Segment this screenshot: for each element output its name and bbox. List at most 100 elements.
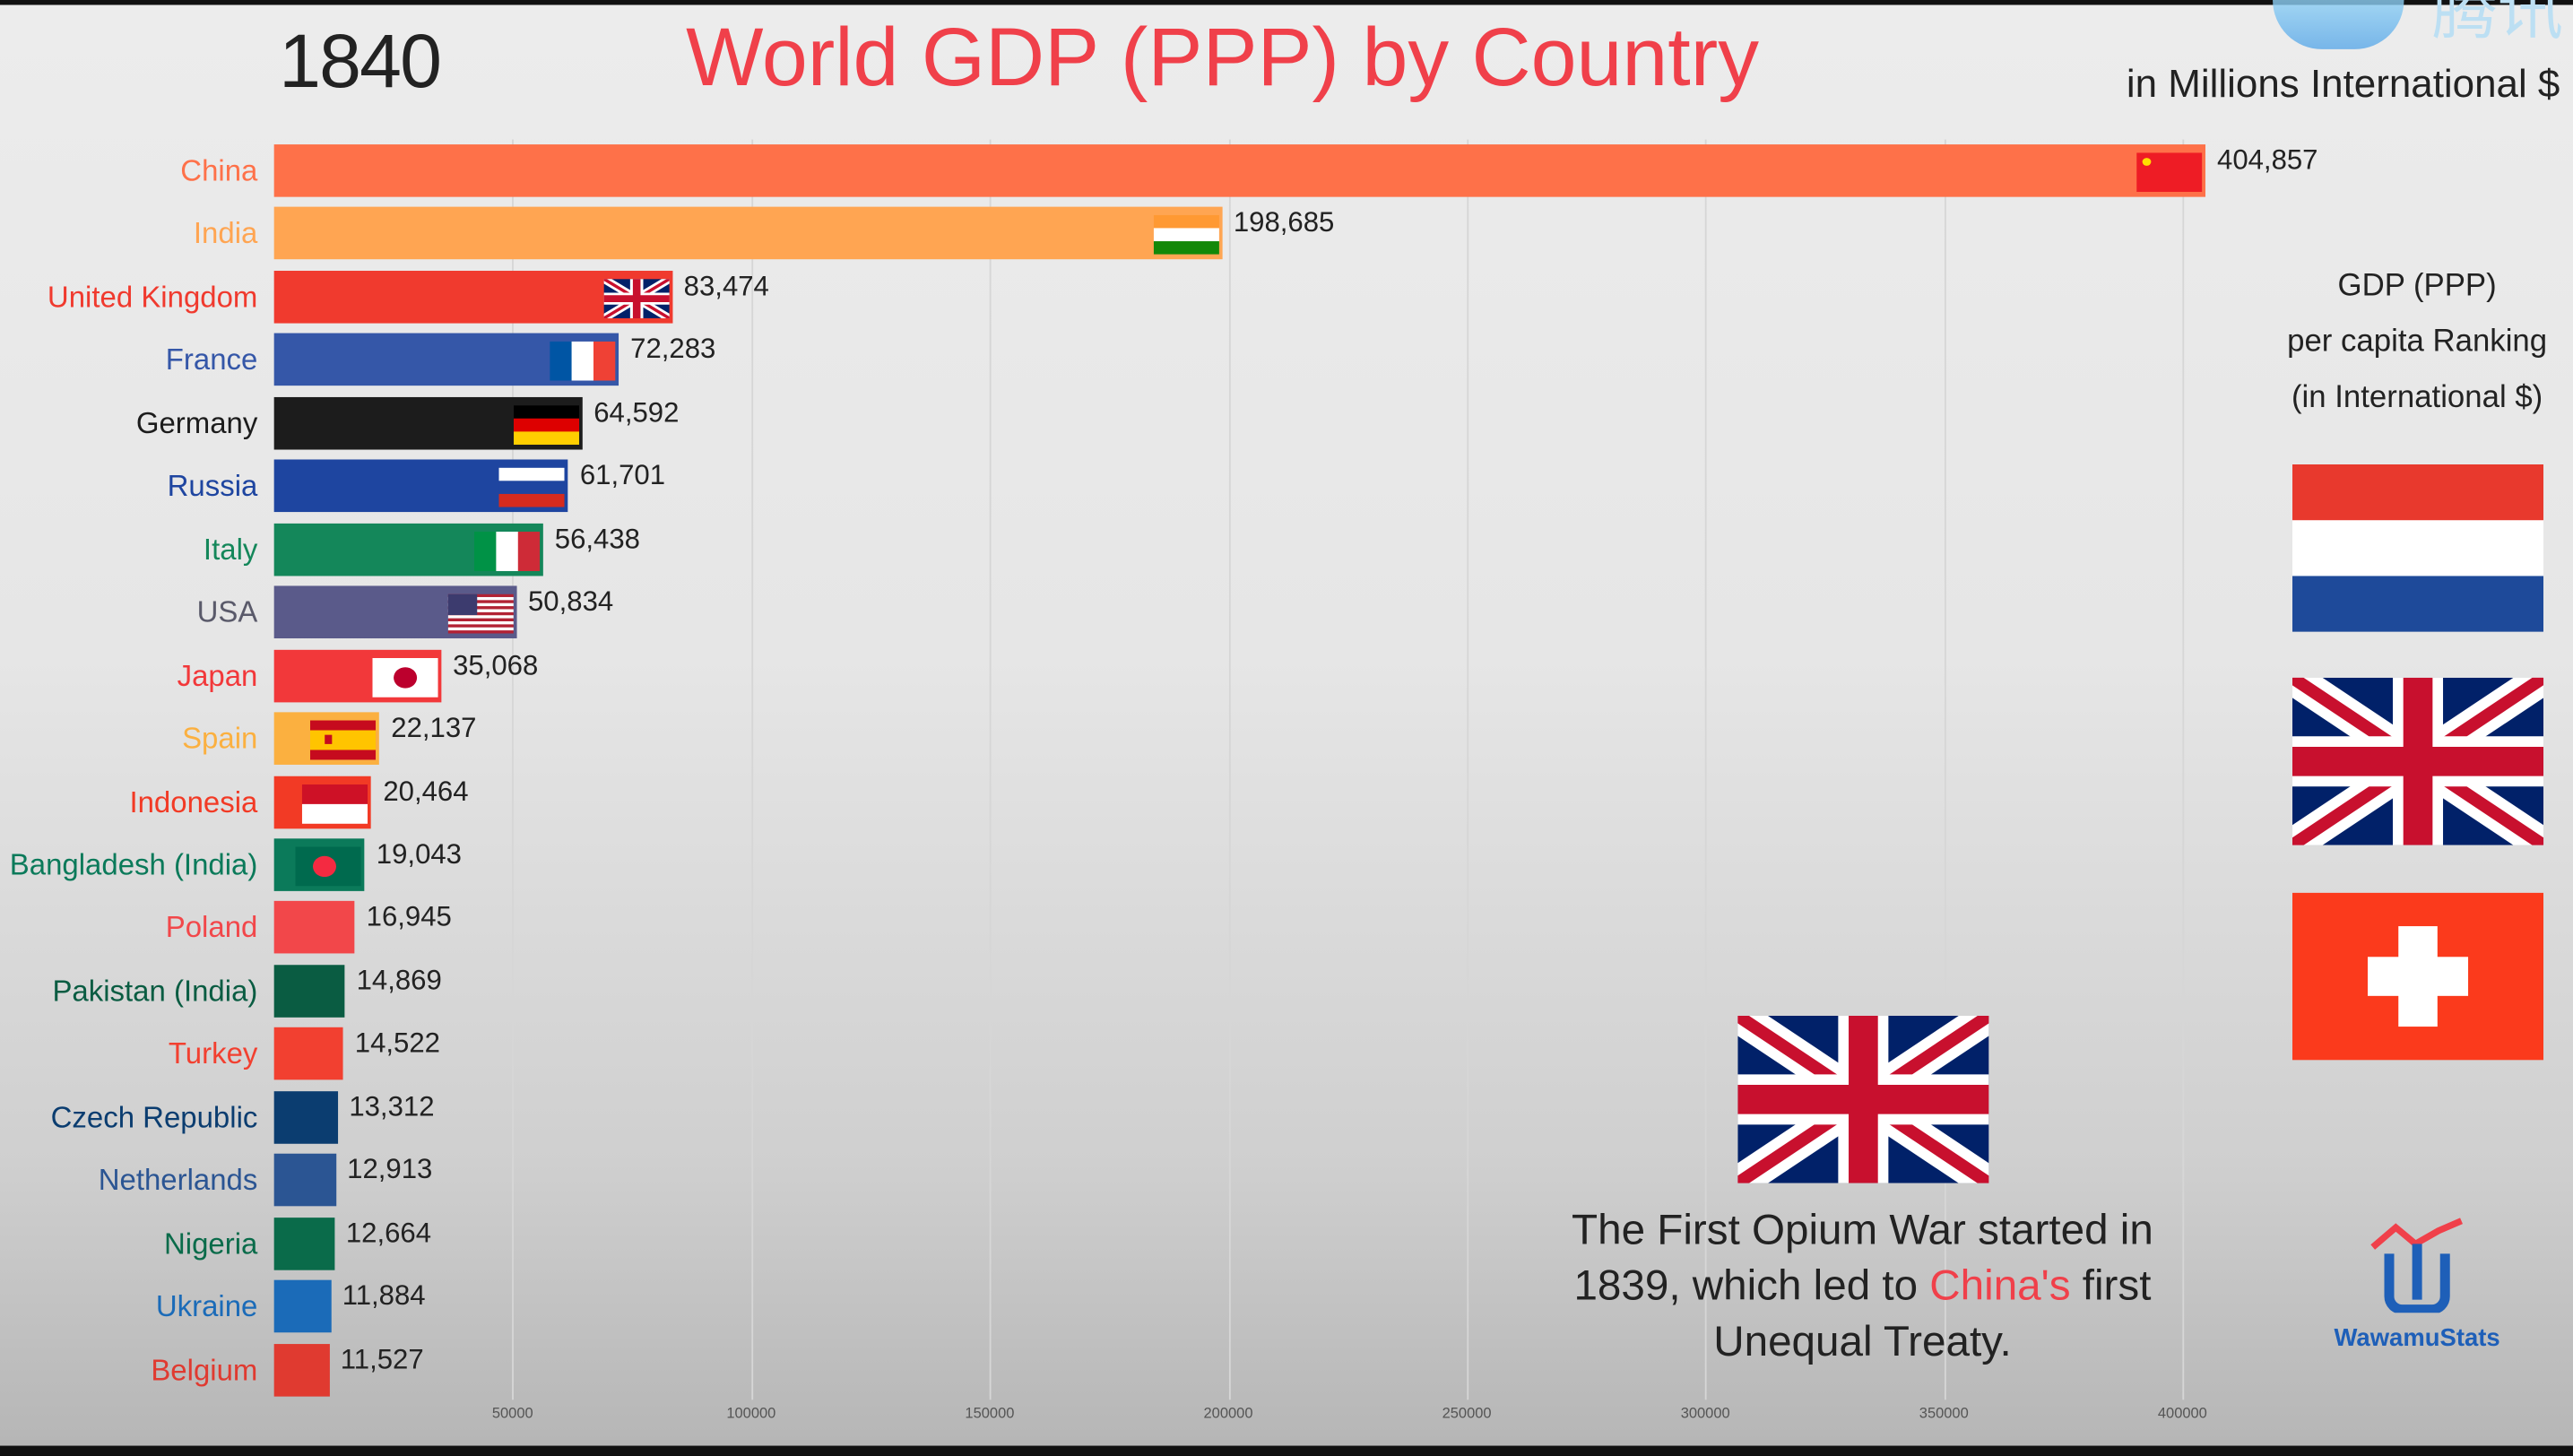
value-label: 35,068 [453,649,539,680]
event-uk-flag-icon [1737,1015,1989,1183]
event-line-1: The First Opium War started in [1572,1204,2153,1254]
france-flag-icon [550,342,616,382]
value-label: 14,522 [354,1027,440,1060]
country-label: Bangladesh (India) [9,848,258,881]
chart-title: World GDP (PPP) by Country [686,11,1759,104]
value-label: 13,312 [349,1090,435,1122]
event-text: first [2070,1260,2152,1310]
country-label: Ukraine [155,1289,258,1323]
bar-turkey [273,1027,343,1080]
gridline [512,139,515,1400]
country-label: Italy [203,533,258,566]
watermark-text: 腾讯 [2431,0,2564,48]
uk-flag-icon [2292,677,2544,845]
country-label: Japan [177,659,258,692]
value-label: 11,884 [342,1279,426,1312]
country-label: Indonesia [129,784,258,819]
value-label: 64,592 [593,396,680,429]
bar-india [273,207,1223,260]
bar-pakistan-india- [273,964,345,1018]
value-label: 14,869 [356,964,442,996]
x-tick-label: 250000 [1442,1404,1492,1422]
units-label: in Millions International $ [2126,62,2560,107]
country-label: Turkey [168,1037,258,1070]
country-label: Poland [165,911,258,945]
country-label: Pakistan (India) [52,974,258,1008]
country-label: United Kingdom [47,280,258,314]
value-label: 50,834 [528,585,614,618]
x-tick-label: 150000 [965,1404,1015,1422]
bar-japan [273,649,442,702]
bar-spain [273,712,380,766]
bar-france [273,334,619,386]
value-label: 19,043 [376,838,462,870]
side-line-2: per capita Ranking [2287,325,2548,360]
bar-russia [273,459,569,513]
country-label: Belgium [151,1353,258,1386]
gridline [1467,139,1468,1400]
bar-usa [273,585,517,639]
country-label: France [165,343,258,377]
side-panel-heading: GDP (PPP) per capita Ranking (in Interna… [2253,259,2573,427]
value-label: 20,464 [383,775,469,807]
bar-china [273,144,2206,197]
netherlands-flag-icon [2292,464,2544,632]
gridline [2182,139,2185,1400]
logo-text: WawamuStats [2334,1324,2500,1353]
year-label: 1840 [279,18,442,104]
bar-indonesia [273,775,372,828]
x-tick-label: 400000 [2157,1404,2207,1422]
bar-belgium [273,1343,329,1396]
event-line-3: Unequal Treaty. [1713,1315,2012,1365]
bar-czech-republic [273,1090,338,1144]
bar-ukraine [273,1279,331,1333]
gridline [1228,139,1230,1400]
indonesia-flag-icon [302,783,368,823]
uk-flag-icon [602,278,670,318]
country-label: China [180,154,258,187]
x-tick-label: 350000 [1919,1404,1969,1422]
value-label: 72,283 [630,334,716,365]
gridline [750,139,753,1400]
x-tick-label: 300000 [1680,1404,1730,1422]
country-label: Netherlands [98,1164,258,1197]
value-label: 404,857 [2217,144,2318,176]
country-label: Czech Republic [50,1100,258,1134]
event-text: 1839, which led to [1573,1260,1930,1310]
russia-flag-icon [499,468,566,508]
value-label: 12,664 [345,1217,432,1249]
bar-poland [273,901,355,955]
italy-flag-icon [474,531,541,571]
value-label: 56,438 [554,523,640,555]
gridline [1944,139,1946,1400]
event-caption: The First Opium War started in 1839, whi… [1485,1201,2239,1369]
event-highlight: China's [1929,1260,2071,1310]
country-label: USA [196,595,258,629]
bar-italy [273,523,543,576]
side-line-1: GDP (PPP) [2337,269,2497,304]
bar-netherlands [273,1154,336,1207]
value-label: 83,474 [683,270,769,302]
country-label: Russia [167,469,258,503]
value-label: 12,913 [347,1154,433,1185]
value-label: 61,701 [579,459,666,491]
value-label: 22,137 [391,712,477,744]
value-label: 198,685 [1233,207,1335,239]
value-label: 11,527 [340,1343,424,1375]
germany-flag-icon [513,404,579,445]
bar-nigeria [273,1217,335,1270]
country-label: Nigeria [163,1226,258,1261]
gridline [1705,139,1708,1400]
japan-flag-icon [372,657,438,698]
bar-bangladesh-india- [273,838,365,891]
country-label: Germany [135,406,258,440]
bar-united-kingdom [273,270,672,324]
x-tick-label: 50000 [491,1404,533,1422]
logo-chart-icon [2370,1218,2463,1315]
country-label: India [193,217,258,251]
event-line-2: 1839, which led to China's first [1485,1257,2239,1313]
x-tick-label: 200000 [1203,1404,1253,1422]
spain-flag-icon [310,720,377,760]
